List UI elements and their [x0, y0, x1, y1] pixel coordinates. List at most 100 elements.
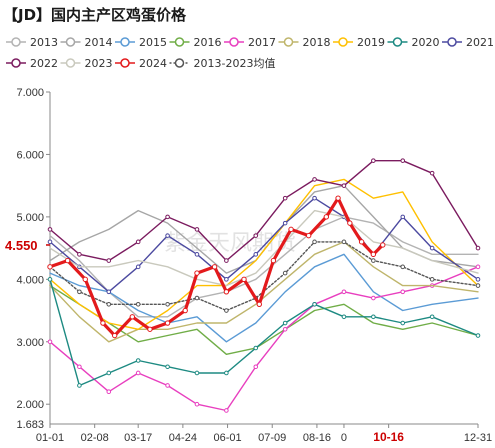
legend-swatch-marker [120, 58, 130, 68]
data-point [253, 345, 259, 351]
data-point [64, 257, 71, 264]
data-point [135, 370, 141, 376]
legend-item-2013-2023: 2013-2023均值 [169, 57, 276, 70]
data-point [341, 183, 347, 188]
series-2024 [47, 195, 386, 339]
legend: 2013 2014 2015 2016 2017 2018 2019 2020 2021 2022… [6, 36, 494, 70]
legend-item-2024: 2024 [115, 57, 167, 70]
data-point [288, 226, 294, 233]
data-point [164, 320, 171, 326]
data-point [224, 258, 229, 263]
legend-label: 2013-2023均值 [194, 57, 276, 70]
data-point [312, 239, 317, 245]
series-line-2023 [49, 209, 479, 287]
data-point [429, 170, 435, 176]
data-point [47, 277, 53, 282]
data-point [400, 214, 406, 220]
data-point [256, 301, 262, 308]
legend-item-2022: 2022 [6, 57, 58, 70]
legend-item-2014: 2014 [60, 36, 113, 49]
data-point [380, 242, 386, 248]
legend-item-2016: 2016 [169, 36, 222, 49]
legend-swatch-marker [338, 37, 348, 47]
legend-label: 2020 [412, 36, 440, 49]
data-point [312, 177, 317, 182]
legend-label: 2022 [30, 57, 58, 70]
data-point [282, 220, 288, 226]
x-tick-label: 10-16 [373, 430, 404, 444]
data-point [135, 302, 141, 307]
x-tick-label: 04-24 [169, 432, 197, 444]
legend-item-2015: 2015 [115, 36, 167, 49]
series-2021 [47, 195, 481, 295]
data-point [194, 401, 200, 407]
data-point [475, 277, 481, 282]
legend-swatch-marker [447, 37, 457, 47]
series-line-2015 [49, 253, 479, 343]
data-point [358, 239, 365, 245]
series-2020 [47, 277, 481, 388]
data-point [475, 283, 481, 288]
data-point [100, 320, 106, 326]
legend-label: 2018 [303, 36, 331, 49]
data-point [165, 302, 170, 307]
data-point [241, 276, 247, 283]
data-point [194, 252, 200, 257]
data-point [111, 332, 118, 339]
data-point [253, 364, 259, 370]
chart-title: 【JD】国内主产区鸡蛋价格 [3, 6, 187, 24]
data-point [194, 295, 200, 301]
data-point [347, 220, 353, 226]
data-point [47, 227, 53, 232]
data-point [182, 307, 188, 314]
data-point [341, 314, 347, 320]
series-line-2021 [49, 197, 479, 293]
y-tick-label: 3.000 [16, 337, 44, 349]
data-point [371, 314, 376, 320]
data-point [106, 389, 112, 395]
data-point [282, 195, 288, 201]
data-point [371, 258, 376, 263]
data-point [129, 314, 136, 320]
legend-item-2019: 2019 [333, 36, 385, 49]
data-point [223, 289, 230, 295]
x-axis: 01-01 02-08 03-17 04-24 06-01 07-09 08-16 0 10-1… [36, 424, 492, 444]
data-point [270, 257, 277, 264]
legend-swatch-marker [174, 37, 185, 47]
legend-swatch-marker [11, 37, 21, 47]
data-point [282, 270, 288, 276]
legend-swatch-marker [120, 37, 130, 47]
series-line-2018 [49, 241, 479, 343]
legend-label: 2024 [139, 57, 167, 70]
data-point [47, 339, 53, 345]
data-point [47, 264, 53, 270]
data-point [312, 302, 317, 307]
legend-label: 2019 [357, 36, 385, 49]
x-tick-label: 07-09 [258, 432, 286, 444]
legend-item-2023: 2023 [60, 57, 113, 70]
series-line-2013-2023 [49, 241, 479, 312]
data-point [429, 277, 435, 282]
data-point [253, 233, 259, 238]
legend-swatch-marker [283, 37, 294, 47]
series-2022 [47, 158, 481, 263]
data-point [135, 239, 141, 245]
data-point [165, 214, 170, 220]
x-tick-label: 08-16 [303, 432, 331, 444]
legend-item-2018: 2018 [278, 36, 331, 49]
legend-swatch-marker [65, 37, 76, 47]
y-tick-label: 4.000 [16, 274, 44, 286]
data-point [400, 158, 406, 163]
data-point [135, 264, 141, 270]
data-point [194, 227, 200, 232]
data-point [224, 277, 229, 282]
series-2019 [49, 178, 479, 330]
data-point [194, 270, 200, 276]
data-point [135, 358, 141, 363]
legend-label: 2017 [248, 36, 276, 49]
data-point [194, 370, 200, 376]
data-point [400, 264, 406, 270]
legend-label: 2014 [85, 36, 113, 49]
legend-label: 2023 [85, 57, 113, 70]
